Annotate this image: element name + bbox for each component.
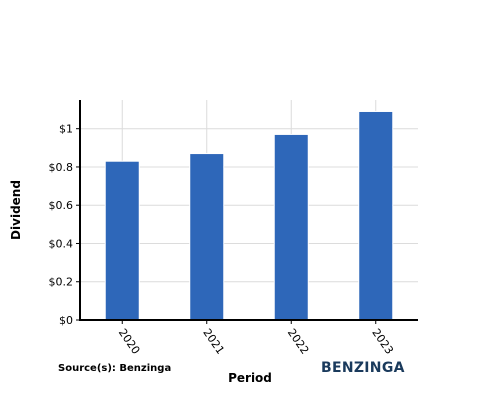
y-tick-labels: $0 $0.2 $0.4 $0.6 $0.8 $1	[49, 123, 80, 327]
bar-2021	[189, 153, 225, 321]
x-tick-label: 2020	[116, 326, 143, 356]
y-axis-title: Dividend	[9, 180, 23, 240]
bar-2022	[273, 133, 309, 321]
x-tick-labels: 2020 2021 2022 2023	[116, 320, 396, 357]
x-tick-label: 2023	[369, 326, 396, 356]
benzinga-logo: BENZINGA	[321, 360, 405, 376]
y-tick-label: $0.4	[49, 237, 74, 250]
x-axis-title: Period	[228, 371, 272, 385]
y-tick-label: $0.6	[49, 199, 74, 212]
y-tick-label: $0	[59, 314, 73, 327]
bar-2023	[358, 110, 394, 321]
bar-2020	[104, 160, 140, 321]
source-note: Source(s): Benzinga	[58, 363, 172, 374]
y-tick-label: $0.8	[49, 161, 74, 174]
y-tick-label: $0.2	[49, 276, 74, 289]
bars	[104, 110, 394, 321]
x-tick-label: 2021	[200, 326, 227, 356]
y-tick-label: $1	[59, 123, 73, 136]
x-tick-label: 2022	[285, 326, 312, 356]
axes	[79, 100, 418, 321]
